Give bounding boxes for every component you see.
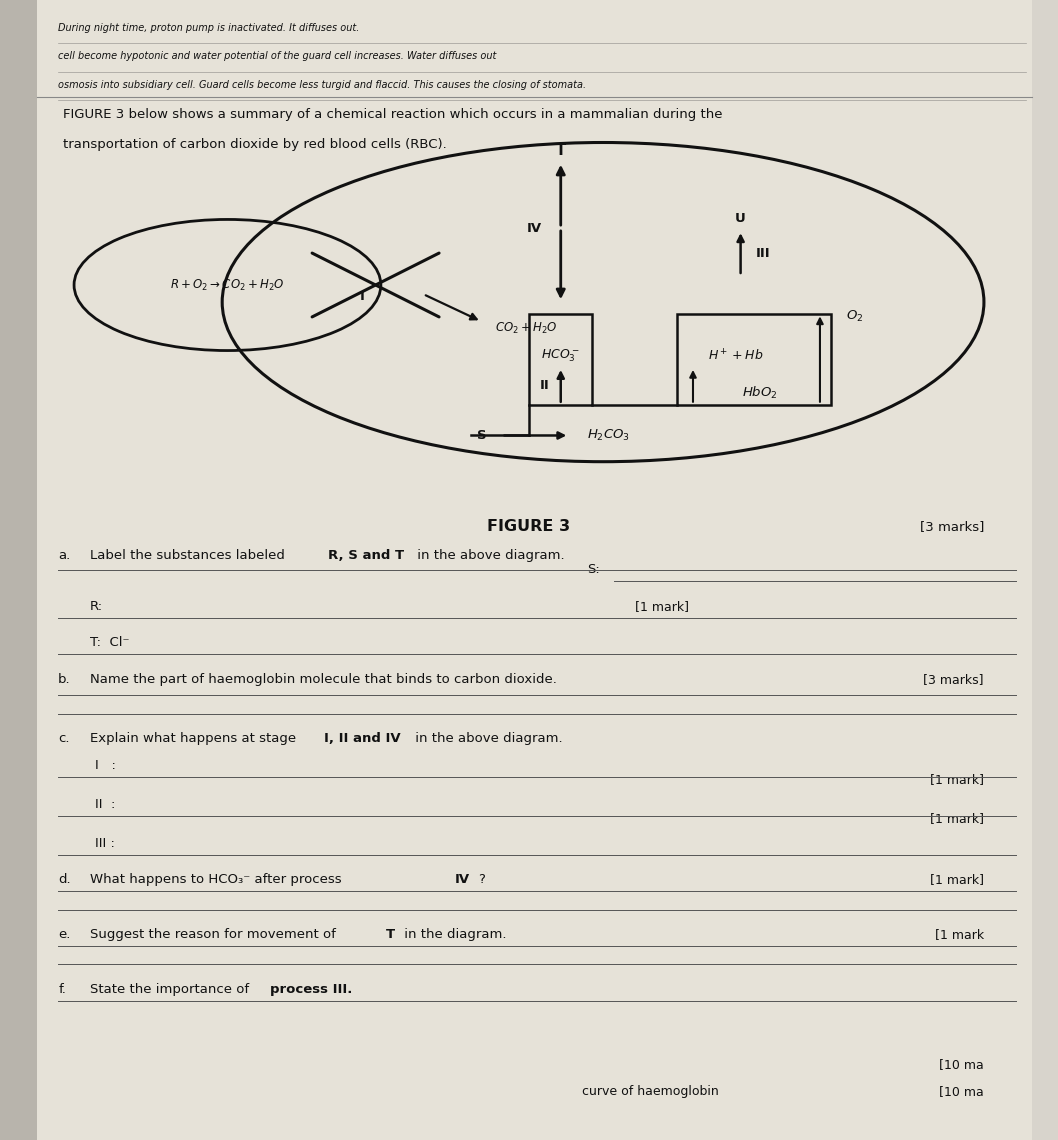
Text: S: S (476, 429, 487, 442)
Text: II: II (540, 378, 550, 392)
Bar (529, 314, 592, 405)
Text: e.: e. (58, 928, 71, 940)
Text: curve of haemoglobin: curve of haemoglobin (582, 1085, 718, 1098)
Text: $HCO_3^-$: $HCO_3^-$ (542, 348, 580, 364)
Text: III: III (755, 246, 770, 260)
Text: During night time, proton pump is inactivated. It diffuses out.: During night time, proton pump is inacti… (58, 23, 360, 33)
Text: II  :: II : (95, 798, 115, 811)
Text: T: T (555, 142, 566, 158)
Text: osmosis into subsidiary cell. Guard cells become less turgid and flaccid. This c: osmosis into subsidiary cell. Guard cell… (58, 80, 586, 90)
Text: $HbO_2$: $HbO_2$ (742, 385, 778, 401)
Text: Name the part of haemoglobin molecule that binds to carbon dioxide.: Name the part of haemoglobin molecule th… (90, 673, 557, 685)
Text: [1 mark]: [1 mark] (930, 773, 984, 785)
Text: [1 mark: [1 mark (935, 928, 984, 940)
Text: process III.: process III. (270, 983, 352, 995)
Text: $R + O_2 \rightarrow CO_2 + H_2O$: $R + O_2 \rightarrow CO_2 + H_2O$ (170, 277, 285, 293)
Text: ?: ? (478, 873, 485, 886)
Text: [1 mark]: [1 mark] (635, 600, 689, 612)
Text: III :: III : (95, 837, 115, 849)
Text: transportation of carbon dioxide by red blood cells (RBC).: transportation of carbon dioxide by red … (63, 138, 448, 150)
Text: R:: R: (90, 600, 103, 612)
Text: IV: IV (455, 873, 470, 886)
Text: [10 ma: [10 ma (940, 1085, 984, 1098)
Text: T:  Cl⁻: T: Cl⁻ (90, 636, 129, 649)
Text: [1 mark]: [1 mark] (930, 812, 984, 824)
Text: What happens to HCO₃⁻ after process: What happens to HCO₃⁻ after process (90, 873, 346, 886)
Text: in the above diagram.: in the above diagram. (413, 549, 564, 562)
Text: f.: f. (58, 983, 66, 995)
Text: S:: S: (587, 563, 600, 576)
Text: State the importance of: State the importance of (90, 983, 253, 995)
Text: a.: a. (58, 549, 71, 562)
Text: [3 marks]: [3 marks] (924, 673, 984, 685)
Text: d.: d. (58, 873, 71, 886)
Text: I: I (360, 290, 364, 303)
Text: Label the substances labeled: Label the substances labeled (90, 549, 289, 562)
Bar (0, 0, 37, 1140)
Text: [10 ma: [10 ma (940, 1058, 984, 1070)
Text: FIGURE 3 below shows a summary of a chemical reaction which occurs in a mammalia: FIGURE 3 below shows a summary of a chem… (63, 108, 723, 121)
Text: in the diagram.: in the diagram. (400, 928, 507, 940)
Text: R, S and T: R, S and T (328, 549, 404, 562)
Text: c.: c. (58, 732, 70, 744)
Text: $CO_2 + H_2O$: $CO_2 + H_2O$ (495, 320, 558, 336)
Text: [1 mark]: [1 mark] (930, 873, 984, 886)
Text: I   :: I : (95, 759, 116, 772)
Text: Explain what happens at stage: Explain what happens at stage (90, 732, 300, 744)
Text: $H^+ + Hb$: $H^+ + Hb$ (708, 348, 763, 364)
Text: $H_2CO_3$: $H_2CO_3$ (587, 428, 630, 443)
Text: Suggest the reason for movement of: Suggest the reason for movement of (90, 928, 340, 940)
Text: U: U (735, 212, 746, 226)
Bar (677, 314, 831, 405)
Text: FIGURE 3: FIGURE 3 (488, 519, 570, 535)
Text: $O_2$: $O_2$ (846, 309, 863, 325)
Text: T: T (386, 928, 396, 940)
Text: I, II and IV: I, II and IV (324, 732, 400, 744)
Text: IV: IV (527, 221, 542, 235)
Text: [3 marks]: [3 marks] (919, 520, 984, 534)
Text: in the above diagram.: in the above diagram. (411, 732, 562, 744)
Text: cell become hypotonic and water potential of the guard cell increases. Water dif: cell become hypotonic and water potentia… (58, 51, 496, 62)
Text: b.: b. (58, 673, 71, 685)
